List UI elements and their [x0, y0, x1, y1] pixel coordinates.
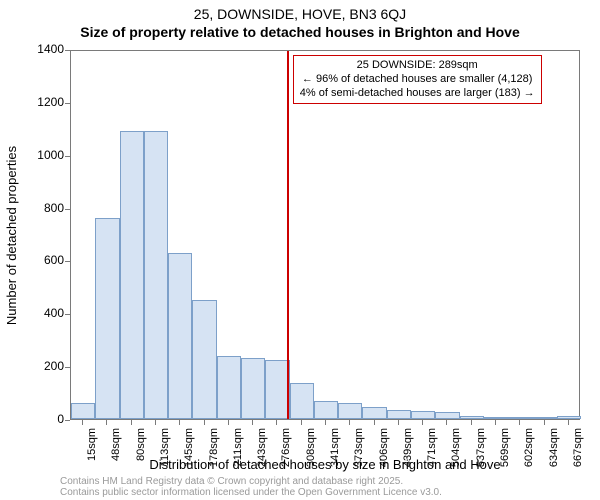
x-tick-label: 341sqm: [329, 428, 341, 472]
chart-container: 25, DOWNSIDE, HOVE, BN3 6QJ Size of prop…: [0, 0, 600, 500]
x-tick-label: 471sqm: [426, 428, 438, 472]
y-tick-mark: [65, 103, 70, 104]
x-tick-mark: [106, 420, 107, 425]
x-tick-label: 211sqm: [232, 428, 244, 472]
y-tick-label: 400: [26, 306, 64, 320]
x-tick-mark: [325, 420, 326, 425]
x-tick-mark: [374, 420, 375, 425]
histogram-bar: [120, 131, 144, 419]
x-tick-label: 80sqm: [135, 428, 147, 472]
y-axis-label: Number of detached properties: [4, 50, 20, 420]
y-tick-mark: [65, 367, 70, 368]
x-tick-label: 569sqm: [499, 428, 511, 472]
y-tick-label: 200: [26, 359, 64, 373]
histogram-bar: [290, 383, 314, 419]
annotation-box: 25 DOWNSIDE: 289sqm← 96% of detached hou…: [293, 55, 542, 104]
y-tick-mark: [65, 420, 70, 421]
histogram-bar: [484, 417, 508, 419]
histogram-bar: [460, 416, 484, 419]
histogram-bar: [241, 358, 265, 419]
chart-title-address: 25, DOWNSIDE, HOVE, BN3 6QJ: [0, 6, 600, 22]
y-tick-label: 0: [26, 412, 64, 426]
histogram-bar: [144, 131, 168, 419]
histogram-bar: [217, 356, 241, 419]
x-tick-mark: [276, 420, 277, 425]
histogram-bar: [387, 410, 411, 419]
x-tick-label: 667sqm: [572, 428, 584, 472]
x-tick-mark: [446, 420, 447, 425]
histogram-bar: [532, 417, 556, 419]
x-tick-mark: [131, 420, 132, 425]
x-tick-mark: [422, 420, 423, 425]
x-tick-label: 178sqm: [208, 428, 220, 472]
chart-title-main: Size of property relative to detached ho…: [0, 24, 600, 40]
y-tick-label: 800: [26, 201, 64, 215]
histogram-bar: [435, 412, 459, 419]
x-tick-mark: [544, 420, 545, 425]
histogram-bar: [95, 218, 119, 419]
x-tick-mark: [301, 420, 302, 425]
x-tick-mark: [349, 420, 350, 425]
x-tick-label: 308sqm: [305, 428, 317, 472]
histogram-bar: [338, 403, 362, 419]
footnote-line-1: Contains HM Land Registry data © Crown c…: [60, 476, 403, 487]
x-tick-label: 15sqm: [86, 428, 98, 472]
histogram-bar: [192, 300, 216, 419]
x-tick-mark: [568, 420, 569, 425]
x-tick-label: 113sqm: [159, 428, 171, 472]
y-tick-mark: [65, 209, 70, 210]
y-tick-label: 1200: [26, 95, 64, 109]
footnote-line-2: Contains public sector information licen…: [60, 487, 442, 498]
histogram-bar: [557, 416, 581, 419]
histogram-bar: [71, 403, 95, 419]
x-tick-label: 243sqm: [256, 428, 268, 472]
annotation-line: 25 DOWNSIDE: 289sqm: [300, 59, 535, 73]
annotation-line: 4% of semi-detached houses are larger (1…: [300, 87, 535, 101]
x-tick-mark: [228, 420, 229, 425]
y-tick-mark: [65, 156, 70, 157]
x-tick-label: 145sqm: [183, 428, 195, 472]
x-tick-label: 537sqm: [475, 428, 487, 472]
x-tick-label: 276sqm: [280, 428, 292, 472]
x-tick-mark: [495, 420, 496, 425]
x-tick-label: 504sqm: [450, 428, 462, 472]
x-tick-label: 406sqm: [378, 428, 390, 472]
histogram-bar: [508, 417, 532, 419]
marker-line: [287, 51, 289, 419]
y-tick-mark: [65, 314, 70, 315]
x-tick-label: 634sqm: [548, 428, 560, 472]
y-tick-mark: [65, 50, 70, 51]
x-tick-mark: [519, 420, 520, 425]
x-tick-mark: [204, 420, 205, 425]
histogram-bar: [411, 411, 435, 419]
footnote: Contains HM Land Registry data © Crown c…: [60, 476, 442, 498]
y-tick-label: 1400: [26, 42, 64, 56]
x-tick-mark: [398, 420, 399, 425]
y-tick-mark: [65, 261, 70, 262]
annotation-line: ← 96% of detached houses are smaller (4,…: [300, 73, 535, 87]
x-tick-mark: [252, 420, 253, 425]
y-tick-label: 1000: [26, 148, 64, 162]
x-tick-label: 48sqm: [110, 428, 122, 472]
x-tick-mark: [179, 420, 180, 425]
histogram-bar: [362, 407, 386, 419]
histogram-bar: [168, 253, 192, 420]
x-tick-mark: [155, 420, 156, 425]
x-tick-label: 602sqm: [523, 428, 535, 472]
y-tick-label: 600: [26, 253, 64, 267]
x-tick-mark: [82, 420, 83, 425]
x-tick-label: 373sqm: [353, 428, 365, 472]
x-tick-mark: [471, 420, 472, 425]
x-tick-label: 439sqm: [402, 428, 414, 472]
plot-area: 25 DOWNSIDE: 289sqm← 96% of detached hou…: [70, 50, 580, 420]
histogram-bar: [314, 401, 338, 420]
